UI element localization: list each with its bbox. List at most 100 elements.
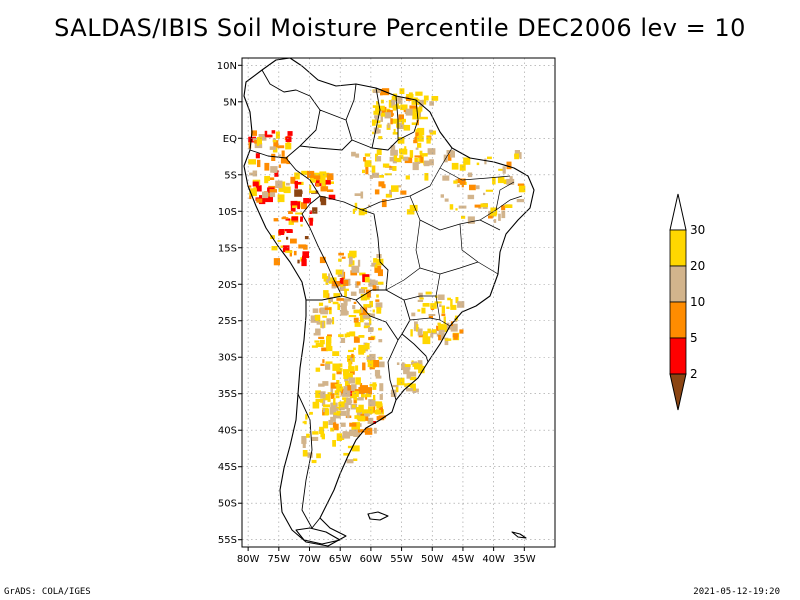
percentile-cell [400,104,408,111]
percentile-cell [343,298,351,302]
percentile-cell [292,205,296,208]
percentile-cell [298,244,307,249]
percentile-cell [272,147,278,153]
percentile-cell [373,427,377,434]
percentile-cell [384,112,392,119]
percentile-cell [455,297,459,304]
percentile-cell [381,199,387,208]
percentile-cell [371,360,380,368]
percentile-cell [284,229,292,232]
lon-tick-label: 80W [237,554,260,565]
percentile-cell [354,415,359,419]
percentile-cell [410,329,413,337]
percentile-cell [440,332,445,340]
percentile-cell [390,149,398,156]
percentile-cell [255,153,260,159]
percentile-cell [313,332,321,336]
percentile-cell [319,426,325,434]
percentile-cell [310,315,319,323]
percentile-cell [316,321,321,325]
percentile-cell [408,92,413,99]
percentile-cell [315,367,321,372]
percentile-cell [379,408,383,413]
continent-outline [243,57,535,547]
percentile-cell [359,383,363,387]
percentile-cell [257,159,261,168]
percentile-cell [318,302,324,306]
percentile-cell [273,140,279,148]
percentile-cell [328,419,333,425]
percentile-cell [409,150,414,158]
percentile-cell [447,326,454,330]
percentile-cell [376,294,379,298]
percentile-cell [302,450,308,457]
percentile-cell [341,256,346,259]
percentile-cell [360,306,363,313]
percentile-cell [363,304,371,308]
percentile-cell [397,96,403,104]
percentile-cell [288,218,294,225]
percentile-cell [364,427,373,435]
percentile-cell [352,305,356,310]
percentile-cell [346,408,351,412]
percentile-cell [365,289,371,298]
percentile-cell [415,147,419,150]
percentile-cell [359,314,364,323]
percentile-cell [342,435,351,439]
percentile-cell [355,365,359,371]
percentile-cell [248,136,257,143]
percentile-cell [356,426,359,430]
percentile-cell [414,363,420,370]
percentile-cell [418,365,425,374]
percentile-cell [379,175,384,178]
percentile-cell [353,309,362,314]
percentile-cell [373,258,378,263]
percentile-cell [398,114,404,120]
percentile-cell [312,401,320,409]
percentile-cell [337,303,340,310]
percentile-cell [365,166,369,175]
percentile-cell [322,359,325,363]
lon-tick-label: 55W [390,554,413,565]
percentile-cell [341,393,344,397]
percentile-cell [323,404,331,408]
lat-tick-label: 5S [224,170,237,181]
percentile-cell [323,290,329,298]
percentile-cell [349,370,355,375]
percentile-cell [316,453,321,459]
percentile-cell [354,193,362,196]
percentile-cell [364,342,370,350]
percentile-cell [340,405,345,411]
percentile-cell [390,118,393,125]
percentile-cell [416,119,419,126]
percentile-cell [373,110,379,115]
percentile-cell [290,176,296,184]
percentile-cell [459,329,464,334]
colorbar-legend: 30 20 10 5 2 [669,193,705,411]
percentile-cell [374,285,380,291]
percentile-cell [469,184,476,191]
falkland-islands [367,511,389,521]
percentile-cell [367,417,374,424]
percentile-cell [374,189,380,195]
percentile-cell [314,314,321,321]
lat-tick-label: 25S [218,316,237,327]
tierra-del-fuego [295,527,341,545]
percentile-cell [449,204,454,210]
percentile-cell [417,360,423,365]
percentile-cell [329,407,336,415]
percentile-cell [345,380,351,387]
percentile-cell [458,205,467,209]
percentile-cell [423,160,430,167]
percentile-cell [327,399,331,402]
percentile-cell [328,194,336,200]
percentile-cell [339,401,345,408]
lat-tick-label: 50S [218,499,237,510]
percentile-cell [321,399,326,407]
percentile-cell [353,458,358,461]
percentile-cell [303,244,308,250]
percentile-cell [516,199,525,203]
percentile-cell [372,285,377,291]
percentile-cell [294,180,298,189]
percentile-cell [506,178,515,185]
